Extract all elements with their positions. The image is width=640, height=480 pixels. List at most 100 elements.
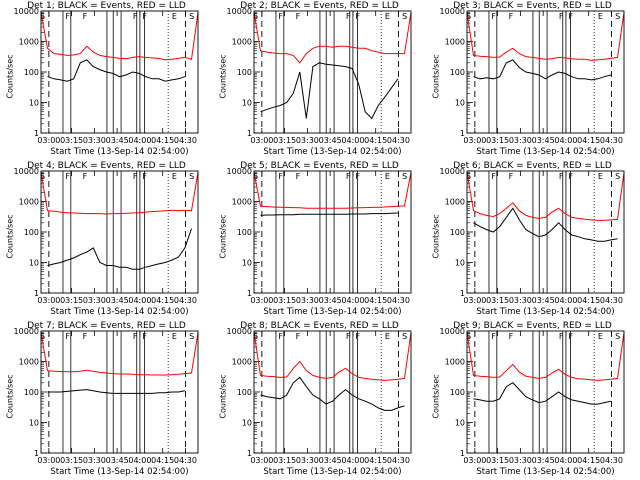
flag-label: F	[83, 12, 88, 21]
y-axis-label: Counts/sec	[218, 54, 228, 99]
x-tick-label: 03:45	[532, 136, 555, 145]
flag-label: S	[615, 172, 620, 181]
y-axis-label: Counts/sec	[5, 54, 15, 99]
x-tick-label: 04:00	[341, 136, 364, 145]
x-tick-label: 04:30	[387, 456, 410, 465]
lld-series-line	[466, 172, 625, 221]
y-tick-label: 1	[34, 129, 39, 138]
chart-plot: 1 10 100 1000 10000 03:00 03:15 03:30 03:45 04:00…	[14, 327, 199, 465]
x-tick-label: 03:00	[250, 296, 273, 305]
chart-plot: 1 10 100 1000 10000 03:00 03:15 03:30 03:45 04:00…	[227, 7, 412, 145]
x-tick-label: 03:15	[60, 296, 83, 305]
x-axis-label: Start Time (13-Sep-14 02:54:00)	[476, 307, 615, 317]
x-tick-label: 03:30	[509, 296, 532, 305]
flag-label: F	[491, 332, 496, 341]
x-tick-label: 03:00	[37, 296, 60, 305]
y-tick-label: 10	[242, 419, 252, 428]
chart-plot: 1 10 100 1000 10000 03:00 03:15 03:30 03:45 04:00…	[14, 7, 199, 145]
flag-label: S	[189, 172, 194, 181]
flag-label: S	[40, 172, 45, 181]
flag-label: F	[65, 12, 70, 21]
events-series-line	[473, 207, 618, 242]
flag-label: S	[40, 12, 45, 21]
lld-series-line	[466, 12, 625, 61]
y-axis-label: Counts/sec	[218, 214, 228, 259]
y-tick-label: 10	[29, 419, 39, 428]
x-axis-label: Start Time (13-Sep-14 02:54:00)	[263, 147, 402, 157]
y-tick-label: 1000	[232, 358, 252, 367]
x-tick-label: 03:15	[486, 136, 509, 145]
flag-label: S	[402, 332, 407, 341]
y-tick-label: 10	[242, 99, 252, 108]
lld-series-line	[40, 172, 199, 215]
y-tick-label: 1	[34, 289, 39, 298]
x-tick-label: 03:15	[60, 136, 83, 145]
x-tick-label: 03:00	[250, 136, 273, 145]
x-tick-label: 03:00	[37, 136, 60, 145]
plot-frame	[253, 170, 412, 294]
y-tick-label: 1	[460, 449, 465, 458]
x-axis-label: Start Time (13-Sep-14 02:54:00)	[50, 147, 189, 157]
y-tick-label: 10000	[440, 327, 465, 336]
flag-label: E	[385, 12, 390, 21]
y-tick-label: 1	[460, 289, 465, 298]
events-series-line	[260, 376, 405, 411]
x-tick-label: 03:00	[37, 456, 60, 465]
x-tick-label: 04:00	[554, 456, 577, 465]
flag-label: F	[509, 12, 514, 21]
y-tick-label: 1000	[232, 198, 252, 207]
flag-label: F	[278, 172, 283, 181]
flag-label: S	[466, 332, 471, 341]
y-tick-label: 10	[29, 259, 39, 268]
chart-plot: 1 10 100 1000 10000 03:00 03:15 03:30 03:45 04:00…	[227, 167, 412, 305]
x-tick-label: 03:15	[273, 296, 296, 305]
x-tick-label: 03:45	[532, 296, 555, 305]
flag-label: E	[598, 12, 603, 21]
flag-label: S	[253, 12, 258, 21]
flag-label: E	[598, 172, 603, 181]
x-tick-label: 03:45	[532, 456, 555, 465]
x-tick-label: 03:00	[463, 296, 486, 305]
x-axis-label: Start Time (13-Sep-14 02:54:00)	[263, 467, 402, 477]
flag-label: F	[568, 332, 573, 341]
flag-label: F	[65, 172, 70, 181]
flag-label: F	[509, 332, 514, 341]
plot-frame	[466, 10, 625, 134]
y-tick-label: 100	[237, 388, 252, 397]
lld-series-line	[40, 12, 199, 61]
chart-title: Det 8; BLACK = Events, RED = LLD	[240, 321, 399, 331]
y-tick-label: 100	[450, 228, 465, 237]
flag-label: F	[83, 332, 88, 341]
events-series-line	[47, 228, 192, 270]
x-tick-label: 03:45	[106, 136, 129, 145]
x-tick-label: 03:30	[83, 456, 106, 465]
x-tick-label: 04:15	[577, 136, 600, 145]
flag-label: E	[598, 332, 603, 341]
events-series-line	[473, 59, 612, 81]
y-tick-label: 1000	[445, 38, 465, 47]
y-tick-label: 1	[247, 449, 252, 458]
x-tick-label: 03:30	[296, 296, 319, 305]
lld-series-line	[253, 332, 412, 381]
plot-frame	[466, 170, 625, 294]
x-tick-label: 04:30	[387, 136, 410, 145]
flag-label: S	[615, 332, 620, 341]
y-tick-label: 1000	[445, 358, 465, 367]
x-axis-label: Start Time (13-Sep-14 02:54:00)	[50, 307, 189, 317]
y-tick-label: 10000	[14, 327, 39, 336]
y-axis-label: Counts/sec	[218, 374, 228, 419]
chart-plot: 1 10 100 1000 10000 03:00 03:15 03:30 03:45 04:00…	[14, 167, 199, 305]
x-axis-label: Start Time (13-Sep-14 02:54:00)	[476, 147, 615, 157]
x-tick-label: 04:00	[341, 456, 364, 465]
y-axis-label: Counts/sec	[431, 214, 441, 259]
x-tick-label: 04:30	[174, 456, 197, 465]
x-tick-label: 03:30	[509, 456, 532, 465]
flag-label: E	[172, 332, 177, 341]
flag-label: S	[402, 172, 407, 181]
x-tick-label: 03:30	[296, 456, 319, 465]
flag-label: F	[509, 172, 514, 181]
events-series-line	[47, 59, 186, 82]
flag-label: F	[346, 172, 351, 181]
flag-label: F	[278, 12, 283, 21]
y-tick-label: 1000	[19, 198, 39, 207]
